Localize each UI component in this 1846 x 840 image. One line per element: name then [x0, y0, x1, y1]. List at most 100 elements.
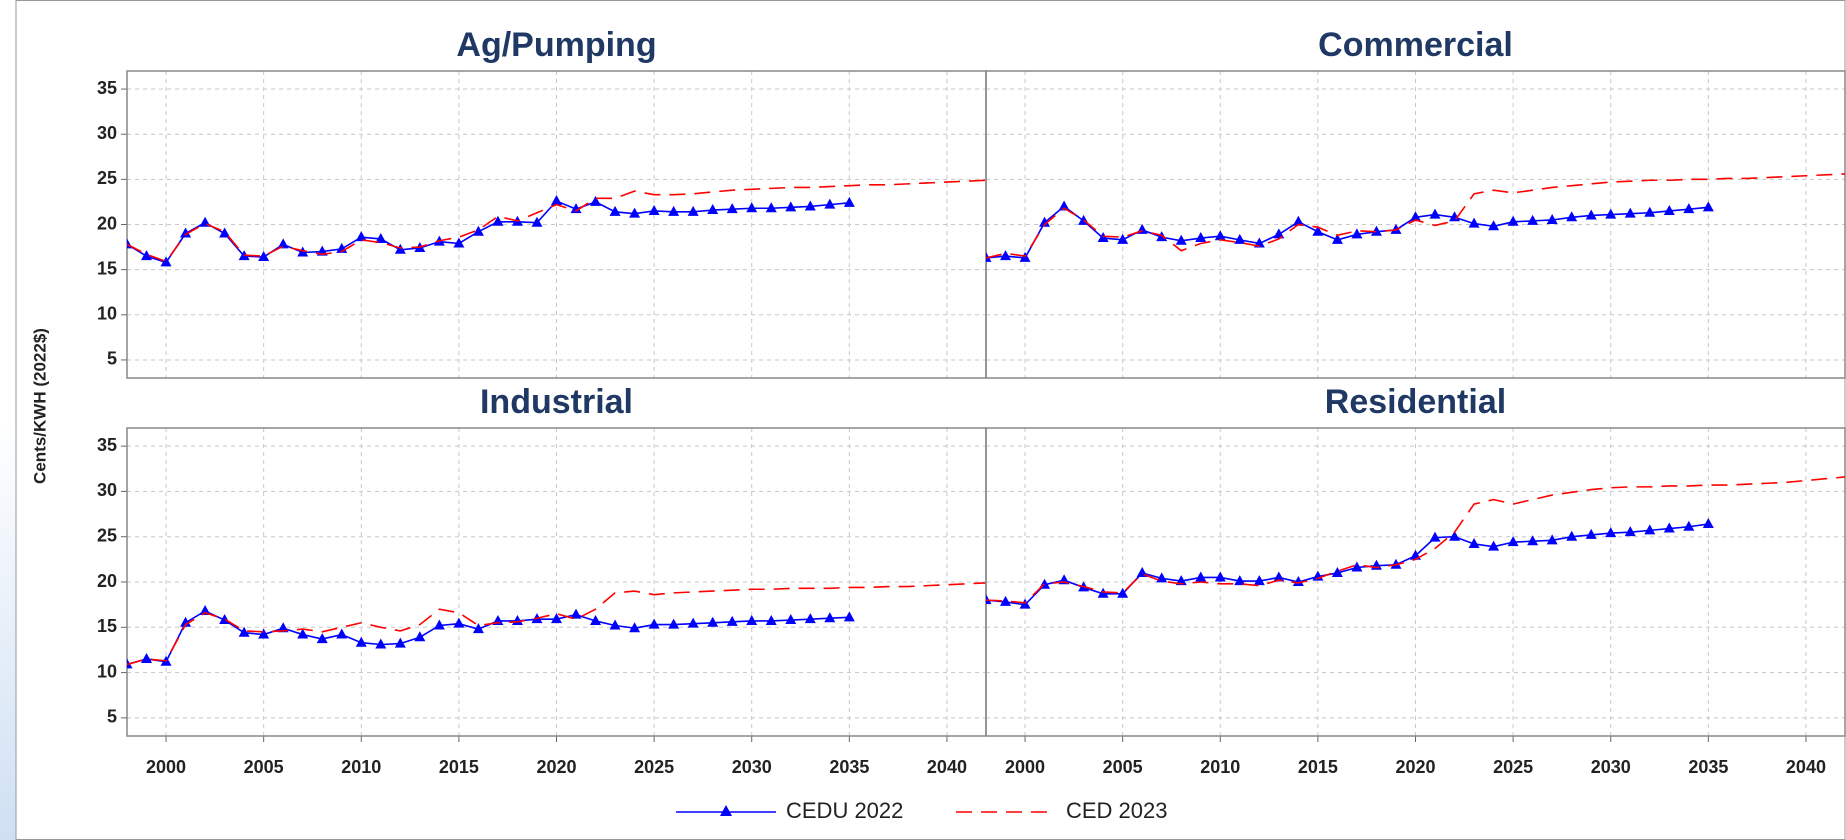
marker [1429, 208, 1441, 219]
panel-title: Residential [1325, 383, 1506, 421]
y-tick-label: 30 [97, 480, 117, 500]
marker [1175, 234, 1187, 245]
marker [1195, 571, 1207, 582]
y-tick-label: 5 [107, 349, 117, 369]
marker [433, 619, 445, 630]
marker [1097, 232, 1109, 243]
marker [1488, 540, 1500, 551]
x-tick-label: 2030 [732, 757, 772, 777]
marker [180, 616, 192, 627]
legend-label: CED 2023 [1066, 798, 1168, 823]
plot-area [986, 476, 1845, 609]
panel-title: Commercial [1318, 26, 1513, 64]
marker [551, 195, 562, 206]
y-tick-label: 15 [97, 258, 117, 278]
marker [414, 631, 426, 642]
x-tick-label: 2035 [829, 757, 869, 777]
marker [238, 626, 250, 637]
marker [590, 614, 602, 625]
marker [277, 238, 289, 249]
marker [297, 628, 309, 639]
y-tick-label: 20 [97, 571, 117, 591]
marker [531, 216, 543, 227]
marker [648, 618, 660, 629]
x-tick-label: 2025 [634, 757, 674, 777]
plot-frame [985, 70, 1846, 379]
marker [1019, 598, 1031, 609]
marker [1663, 204, 1675, 215]
panel-title: Ag/Pumping [456, 26, 656, 64]
marker [1234, 233, 1246, 244]
marker [1624, 207, 1636, 218]
marker [355, 231, 367, 242]
marker [375, 232, 387, 243]
y-tick-label: 25 [97, 525, 117, 545]
marker [668, 618, 680, 629]
marker [1683, 203, 1695, 214]
marker [492, 215, 504, 226]
marker [707, 616, 719, 627]
marker [1097, 587, 1109, 598]
marker [160, 256, 172, 267]
y-tick-label: 25 [97, 168, 117, 188]
marker [1566, 211, 1578, 222]
marker [1175, 575, 1187, 586]
marker [804, 613, 816, 624]
marker [1702, 518, 1714, 529]
x-tick-label: 2005 [1103, 757, 1143, 777]
marker [453, 237, 465, 248]
marker [746, 202, 758, 213]
x-tick-label: 2020 [1395, 757, 1435, 777]
marker [1546, 213, 1558, 224]
marker [746, 614, 758, 625]
y-tick-label: 10 [97, 304, 117, 324]
marker [1507, 215, 1519, 226]
marker [1234, 575, 1246, 586]
marker [629, 207, 641, 218]
y-axis-label: Cents/KWH (2022$) [30, 328, 49, 484]
marker [258, 628, 270, 639]
marker [785, 201, 797, 212]
marker [1117, 587, 1129, 598]
x-tick-label: 2040 [927, 757, 967, 777]
plot-area [127, 582, 986, 669]
x-tick-label: 2020 [536, 757, 576, 777]
marker [1644, 206, 1656, 217]
marker [1351, 561, 1363, 572]
marker [453, 617, 465, 628]
marker [590, 195, 602, 206]
marker [277, 622, 289, 633]
marker [1039, 216, 1051, 227]
marker [804, 200, 816, 211]
marker [785, 614, 797, 625]
marker [570, 203, 582, 214]
marker [1000, 595, 1012, 606]
marker [707, 204, 719, 215]
plot-frame [985, 427, 1846, 737]
marker [1449, 211, 1461, 222]
marker [609, 205, 621, 216]
marker [1429, 531, 1441, 542]
marker [316, 633, 328, 644]
marker [1624, 526, 1636, 537]
x-tick-label: 2000 [1005, 757, 1045, 777]
marker [570, 608, 582, 619]
marker [1605, 208, 1617, 219]
marker [472, 225, 484, 236]
series-line [127, 610, 850, 666]
marker [1663, 522, 1675, 533]
marker [375, 638, 387, 649]
marker [1527, 214, 1539, 225]
marker [824, 198, 836, 209]
marker [141, 250, 153, 261]
y-tick-label: 15 [97, 616, 117, 636]
marker [219, 227, 231, 238]
marker [1195, 232, 1207, 243]
marker [127, 658, 133, 669]
legend-marker [720, 805, 732, 816]
series-line [127, 179, 986, 263]
marker [986, 594, 992, 605]
marker [551, 613, 562, 624]
marker [843, 611, 855, 622]
